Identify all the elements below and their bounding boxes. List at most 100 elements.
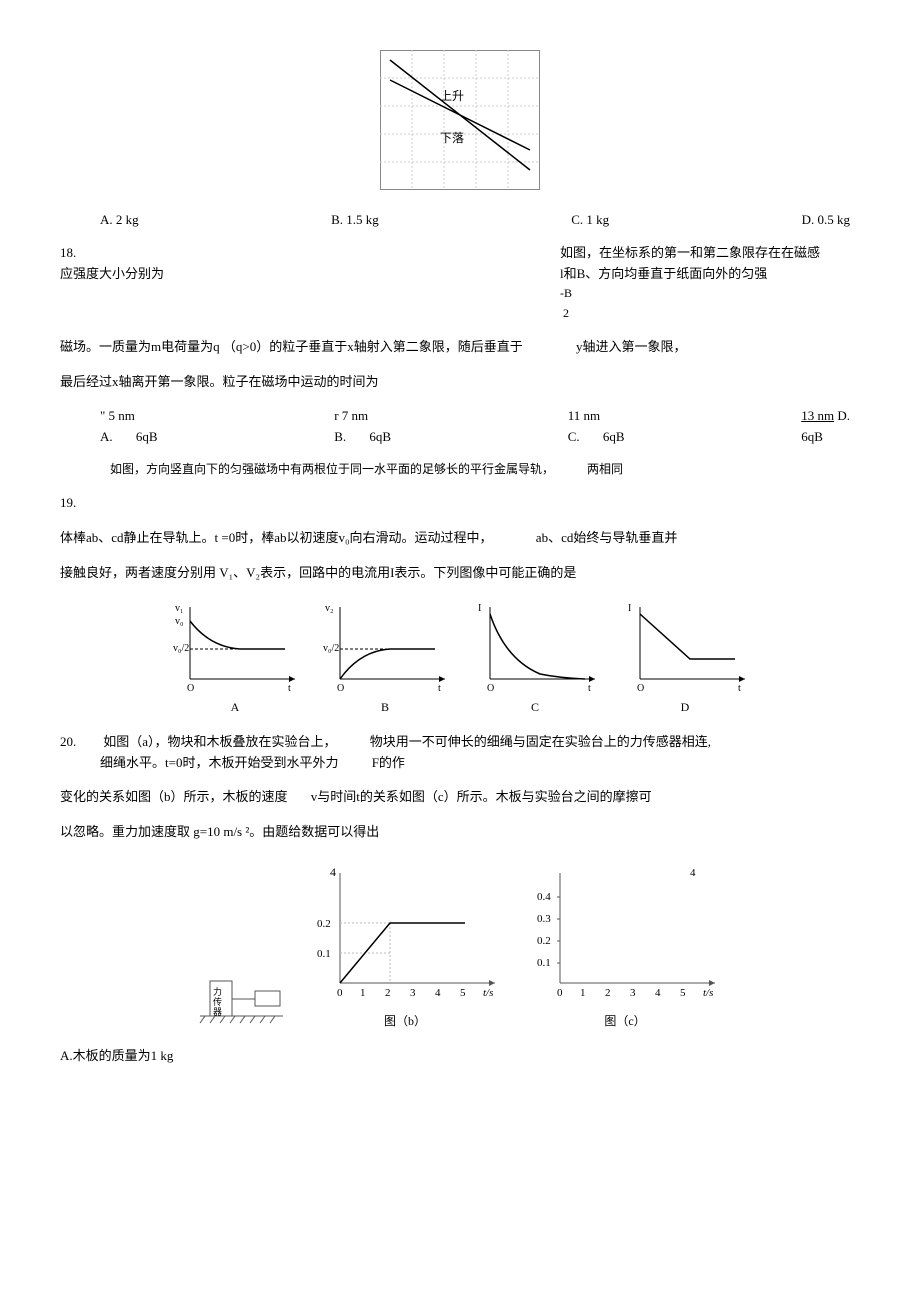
svg-text:1: 1 bbox=[580, 987, 586, 999]
svg-text:0.4: 0.4 bbox=[537, 891, 551, 903]
q19-number: 19. bbox=[60, 493, 100, 514]
svg-text:t: t bbox=[588, 683, 591, 694]
q20-line2a: 细绳水平。t=0时，木板开始受到水平外力 bbox=[100, 755, 338, 770]
q17-opt-b: B. 1.5 kg bbox=[331, 210, 379, 231]
q18-tail2: 两相同 bbox=[587, 462, 623, 476]
svg-text:2: 2 bbox=[385, 987, 391, 999]
q17-label-up: 上升 bbox=[440, 89, 464, 103]
svg-text:0: 0 bbox=[337, 987, 343, 999]
svg-text:I: I bbox=[628, 603, 631, 614]
svg-text:v₀: v₀ bbox=[175, 616, 184, 627]
q20-fig-b: 4 0.1 0.2 0 1 2 3 4 5 t/s 图（b） bbox=[305, 858, 505, 1031]
q18-b-den: 6qB bbox=[369, 429, 391, 444]
q18-d-label: D. bbox=[837, 408, 850, 423]
svg-text:0.2: 0.2 bbox=[317, 918, 331, 930]
svg-text:0.2: 0.2 bbox=[537, 935, 551, 947]
q17-figure: 上升 下落 bbox=[60, 50, 860, 190]
q20-line2b: F的作 bbox=[372, 755, 405, 770]
svg-text:I: I bbox=[478, 603, 481, 614]
q20-number: 20. bbox=[60, 732, 100, 753]
q20-opt-a: A.木板的质量为1 kg bbox=[60, 1046, 860, 1067]
svg-text:0.3: 0.3 bbox=[537, 913, 551, 925]
svg-text:v₀/2: v₀/2 bbox=[323, 643, 339, 654]
svg-text:t/s: t/s bbox=[483, 987, 493, 999]
svg-text:t: t bbox=[738, 683, 741, 694]
q18-c-label: C. bbox=[568, 429, 580, 444]
q18-a-den: 6qB bbox=[136, 429, 158, 444]
q19: 19. bbox=[60, 493, 860, 514]
q19-line2: 接触良好，两者速度分别用 V₁、V₂表示，回路中的电流用I表示。下列图像中可能正… bbox=[60, 563, 860, 584]
svg-text:O: O bbox=[487, 683, 494, 694]
q18-opt-a: " 5 nm A. 6qB bbox=[100, 406, 158, 448]
svg-text:0.1: 0.1 bbox=[537, 957, 551, 969]
svg-text:t: t bbox=[438, 683, 441, 694]
q20: 20. 如图（a），物块和木板叠放在实验台上， 物块用一不可伸长的细绳与固定在实… bbox=[60, 732, 860, 1067]
q18-d-num: 13 nm bbox=[801, 408, 834, 423]
q19-graph-c: I O t C bbox=[470, 599, 600, 717]
q18-a-num: " 5 nm bbox=[100, 408, 135, 423]
q18-line1-right-a: 如图，在坐标系的第一和第二象限存在在磁感 bbox=[560, 245, 820, 260]
q19-label-d: D bbox=[620, 698, 750, 717]
q18-line2-tail: y轴进入第一象限， bbox=[576, 339, 687, 354]
q20-line1b: 物块用一不可伸长的细绳与固定在实验台上的力传感器相连, bbox=[370, 734, 711, 749]
q19-line1: 体棒ab、cd静止在导轨上。t =0时，棒ab以初速度v₀向右滑动。运动过程中， bbox=[60, 530, 493, 545]
q17-graph-svg: 上升 下落 bbox=[380, 50, 540, 190]
q18-c-num: 11 nm bbox=[568, 408, 600, 423]
q19-graphs: v₁ v₀ v₀/2 O t A v₂ v₀/2 O t B bbox=[60, 599, 860, 717]
svg-text:0.1: 0.1 bbox=[317, 948, 331, 960]
svg-text:力: 力 bbox=[213, 986, 222, 997]
q20-fig-c: 4 0.1 0.2 0.3 0.4 0 1 2 3 4 5 t/s 图（c） bbox=[525, 858, 725, 1031]
q17-options: A. 2 kg B. 1.5 kg C. 1 kg D. 0.5 kg bbox=[100, 210, 850, 231]
svg-text:t: t bbox=[288, 683, 291, 694]
q18-tail: 如图，方向竖直向下的匀强磁场中有两根位于同一水平面的足够长的平行金属导轨， bbox=[110, 462, 554, 476]
q17-opt-d: D. 0.5 kg bbox=[802, 210, 850, 231]
svg-text:3: 3 bbox=[630, 987, 636, 999]
svg-text:4: 4 bbox=[330, 865, 336, 879]
svg-text:4: 4 bbox=[655, 987, 661, 999]
q18-b-num: r 7 nm bbox=[334, 408, 368, 423]
q18-a-label: A. bbox=[100, 429, 113, 444]
q19-graph-d: I O t D bbox=[620, 599, 750, 717]
svg-text:v₀/2: v₀/2 bbox=[173, 643, 189, 654]
q18-d-den: 6qB bbox=[801, 429, 823, 444]
q20-fig-b-caption: 图（b） bbox=[305, 1012, 505, 1031]
svg-text:2: 2 bbox=[605, 987, 611, 999]
svg-text:4: 4 bbox=[435, 987, 441, 999]
q18-line1-right-b: l和B、方向均垂直于纸面向外的匀强 bbox=[560, 266, 767, 281]
q18-number: 18. bbox=[60, 243, 100, 264]
q17-opt-c: C. 1 kg bbox=[571, 210, 609, 231]
q20-line1a: 如图（a），物块和木板叠放在实验台上， bbox=[103, 734, 336, 749]
q18-line1-left: 应强度大小分别为 bbox=[60, 266, 164, 281]
svg-text:v₂: v₂ bbox=[325, 603, 334, 614]
q18-line2: 磁场。一质量为m电荷量为q （q>0）的粒子垂直于x轴射入第二象限，随后垂直于 bbox=[60, 339, 523, 354]
q18-opt-b: r 7 nm B. 6qB bbox=[334, 406, 391, 448]
q20-line3a: 变化的关系如图（b）所示，木板的速度 bbox=[60, 789, 288, 804]
svg-text:O: O bbox=[187, 683, 194, 694]
svg-text:4: 4 bbox=[690, 867, 696, 879]
q20-fig-c-caption: 图（c） bbox=[525, 1012, 725, 1031]
q18-frac-den: 2 bbox=[563, 306, 569, 320]
svg-text:O: O bbox=[637, 683, 644, 694]
q19-graph-b: v₂ v₀/2 O t B bbox=[320, 599, 450, 717]
q20-line3b: v与时间t的关系如图（c）所示。木板与实验台之间的摩擦可 bbox=[311, 789, 652, 804]
svg-text:0: 0 bbox=[557, 987, 563, 999]
q18-opt-c: 11 nm C. 6qB bbox=[568, 406, 625, 448]
q18-opt-d: 13 nm 6qB D. bbox=[801, 406, 850, 448]
q18-line3: 最后经过x轴离开第一象限。粒子在磁场中运动的时间为 bbox=[60, 372, 860, 393]
svg-text:5: 5 bbox=[680, 987, 686, 999]
q19-graph-a: v₁ v₀ v₀/2 O t A bbox=[170, 599, 300, 717]
q18-c-den: 6qB bbox=[603, 429, 625, 444]
svg-text:传: 传 bbox=[213, 996, 222, 1007]
q19-label-b: B bbox=[320, 698, 450, 717]
q17-label-down: 下落 bbox=[440, 131, 464, 145]
q19-label-c: C bbox=[470, 698, 600, 717]
q20-fig-a: 力 传 器 bbox=[195, 961, 285, 1031]
q18-frac: -B 2 bbox=[560, 284, 572, 322]
q18-frac-num: -B bbox=[560, 286, 572, 300]
svg-text:O: O bbox=[337, 683, 344, 694]
q19-label-a: A bbox=[170, 698, 300, 717]
q19-line1-tail: ab、cd始终与导轨垂直并 bbox=[536, 530, 678, 545]
q18-b-label: B. bbox=[334, 429, 346, 444]
svg-text:v₁: v₁ bbox=[175, 603, 184, 614]
svg-text:t/s: t/s bbox=[703, 987, 713, 999]
